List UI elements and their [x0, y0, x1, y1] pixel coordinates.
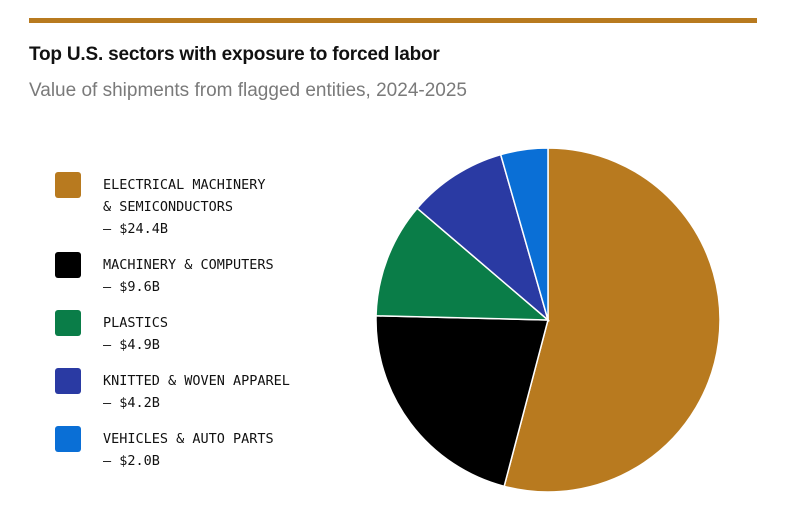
legend-label: ELECTRICAL MACHINERY & SEMICONDUCTORS — $2…: [103, 174, 266, 240]
pie-slice: [499, 147, 549, 321]
legend-label-line: ELECTRICAL MACHINERY: [103, 177, 266, 193]
legend-label-line: — $2.0B: [103, 453, 160, 469]
legend-label-line: — $4.9B: [103, 337, 160, 353]
legend-label: MACHINERY & COMPUTERS — $9.6B: [103, 254, 274, 298]
pie-slice: [375, 315, 549, 488]
pie-slice: [416, 153, 550, 323]
legend-label: KNITTED & WOVEN APPAREL — $4.2B: [103, 370, 290, 414]
legend-label-line: & SEMICONDUCTORS: [103, 199, 234, 215]
legend-label: VEHICLES & AUTO PARTS — $2.0B: [103, 428, 274, 472]
legend-label-line: — $4.2B: [103, 395, 160, 411]
pie-slice: [375, 207, 551, 321]
pie-chart: [375, 147, 721, 493]
legend-label-line: MACHINERY & COMPUTERS: [103, 257, 274, 273]
legend-swatch: [55, 172, 81, 198]
top-accent-rule: [29, 18, 757, 23]
chart-subtitle: Value of shipments from flagged entities…: [29, 80, 467, 101]
legend-label-line: VEHICLES & AUTO PARTS: [103, 431, 274, 447]
legend-swatch: [55, 368, 81, 394]
pie-slice: [503, 147, 721, 493]
legend-label-line: — $24.4B: [103, 221, 169, 237]
legend-label: PLASTICS — $4.9B: [103, 312, 168, 356]
legend-swatch: [55, 252, 81, 278]
legend-label-line: PLASTICS: [103, 315, 169, 331]
chart-title: Top U.S. sectors with exposure to forced…: [29, 44, 440, 65]
legend-label-line: — $9.6B: [103, 279, 160, 295]
legend-swatch: [55, 426, 81, 452]
legend-swatch: [55, 310, 81, 336]
legend-label-line: KNITTED & WOVEN APPAREL: [103, 373, 290, 389]
